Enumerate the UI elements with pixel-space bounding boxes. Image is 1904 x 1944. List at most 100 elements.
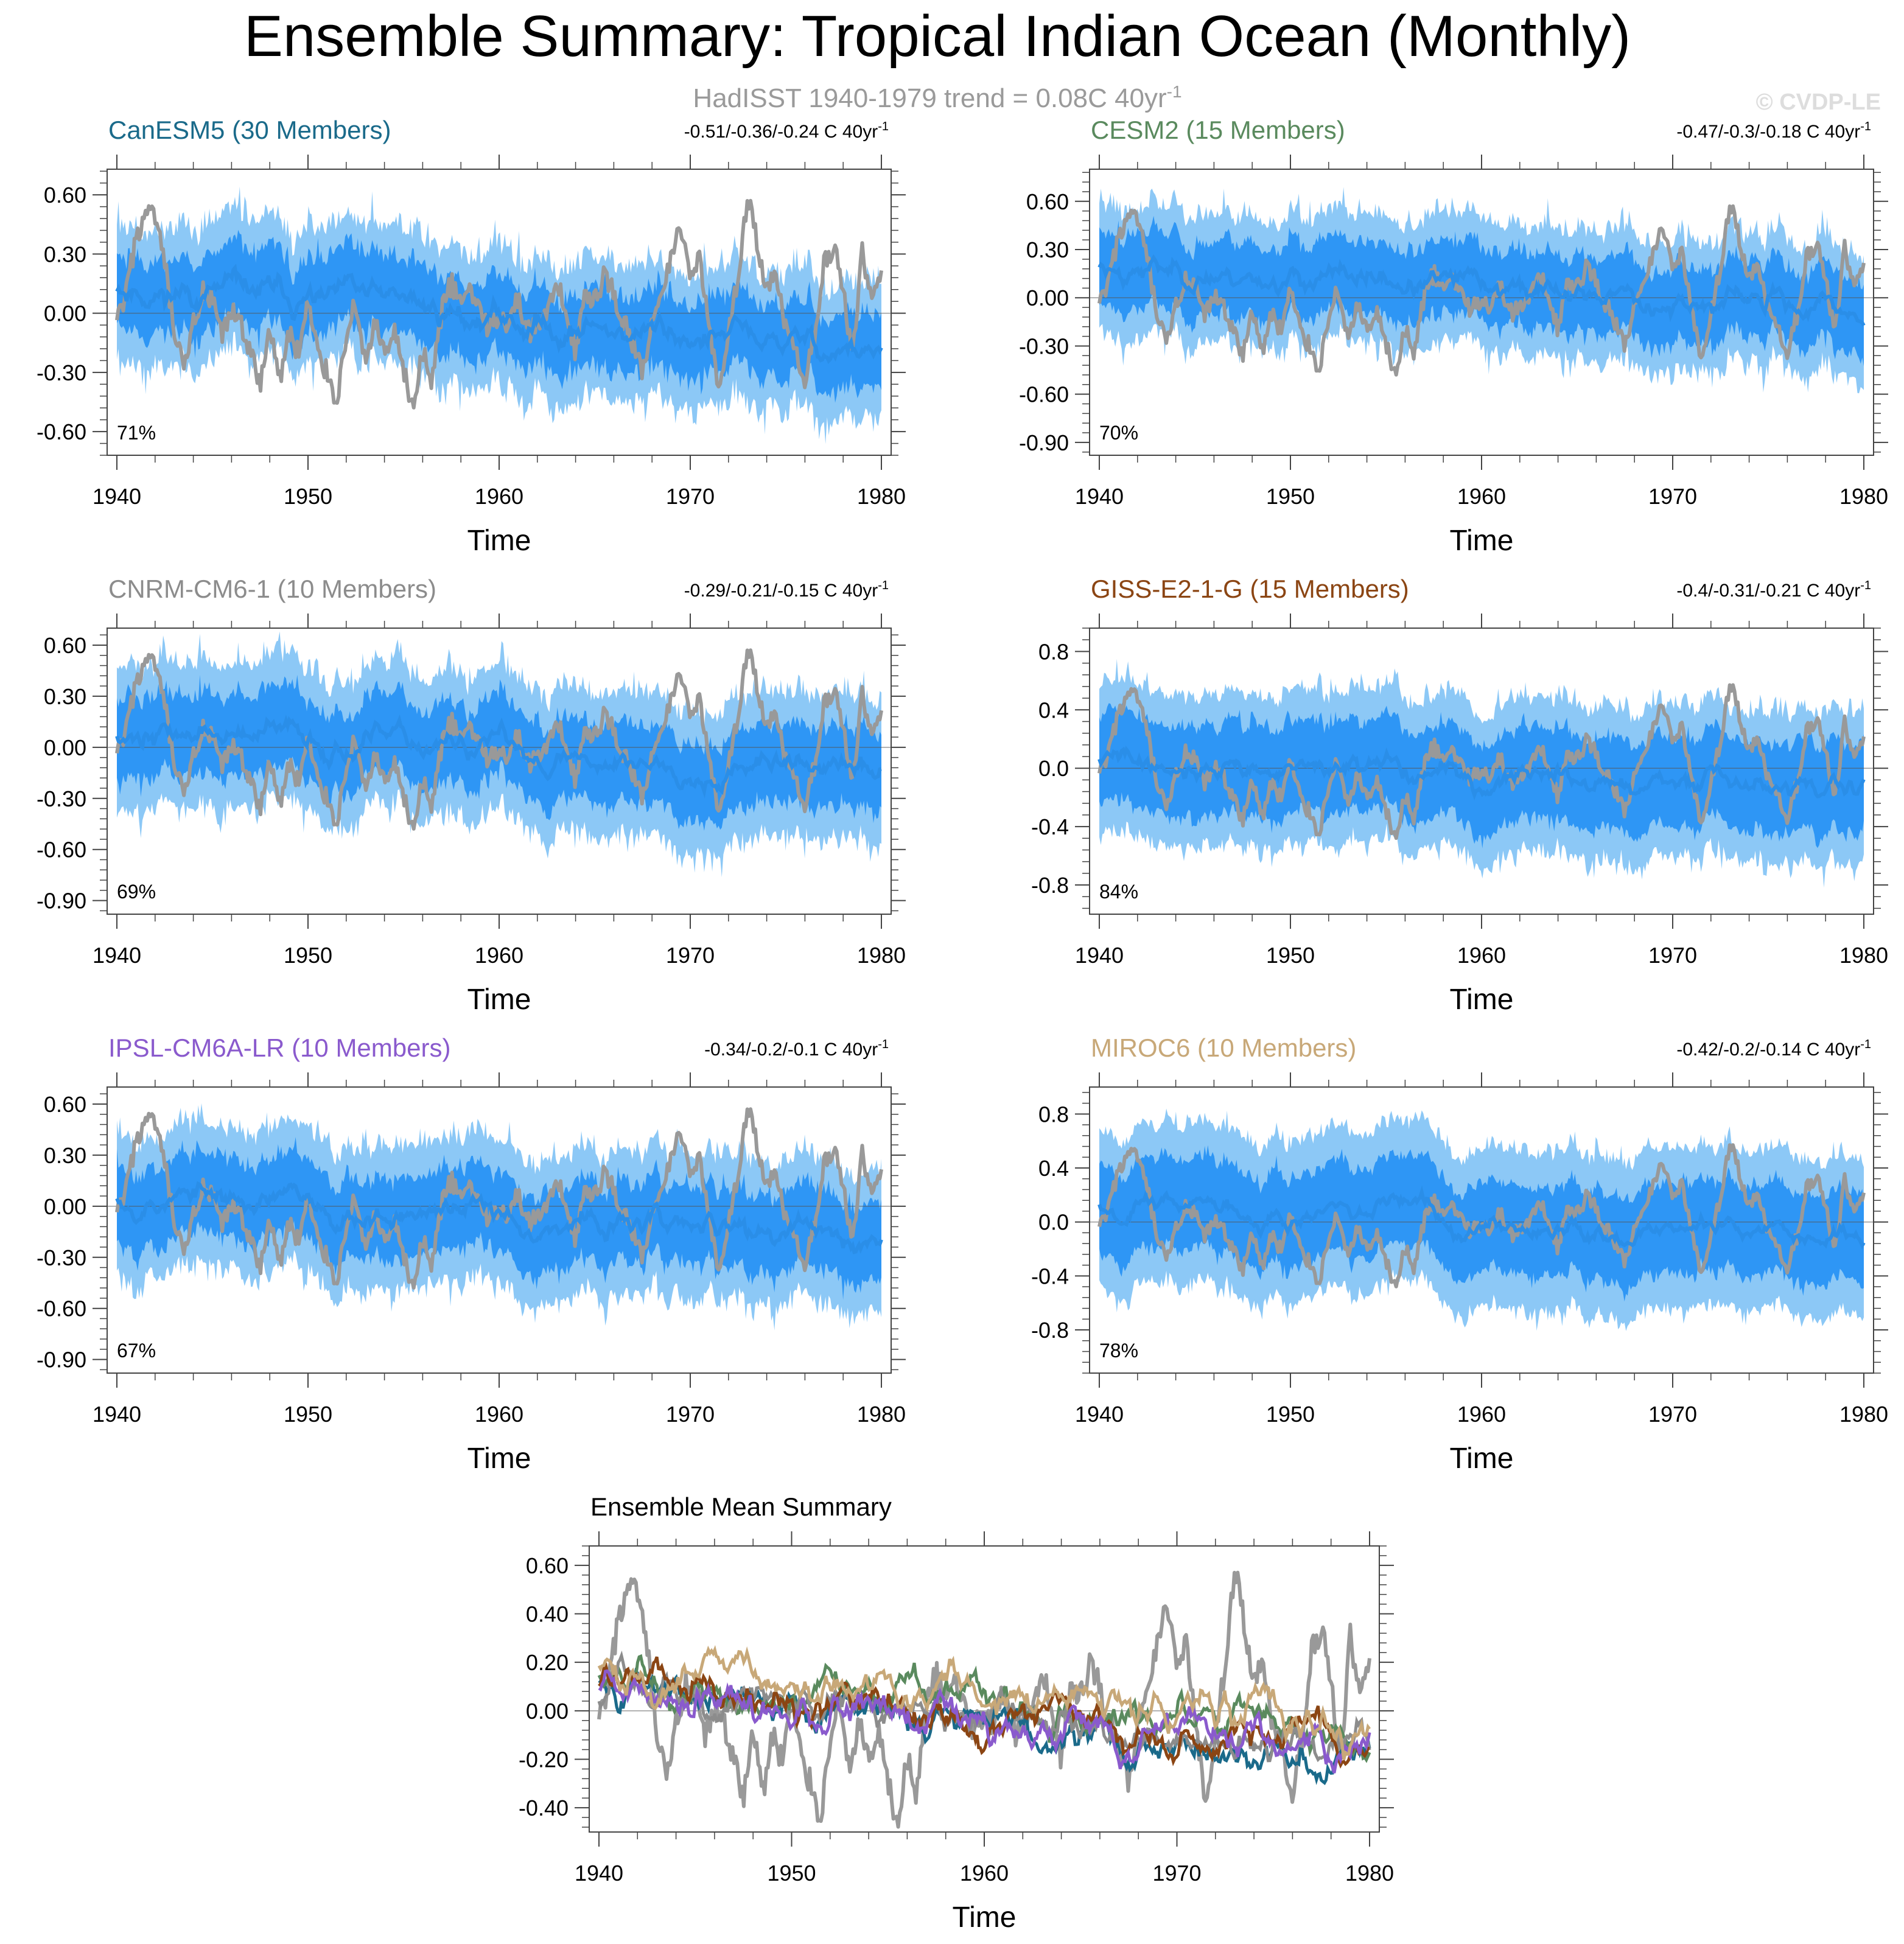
panel-ipsl: 0.60 0.30 0.00 -0.30 -0.60 -0.90 1940 1950 1960 1… xyxy=(37,1033,906,1475)
x-tick-label: 1980 xyxy=(1839,943,1888,968)
subtitle-text: HadISST 1940-1979 trend = 0.08C 40yr xyxy=(693,83,1166,113)
panel-title: MIROC6 (10 Members) xyxy=(1091,1033,1356,1062)
ensemble-inner-band xyxy=(1099,215,1864,366)
x-tick-label: 1950 xyxy=(284,1402,332,1427)
y-tick-label: 0.00 xyxy=(44,735,86,760)
y-tick-label: 0.60 xyxy=(1026,189,1069,214)
y-tick-label: -0.8 xyxy=(1031,1318,1069,1343)
ensemble-mean-line xyxy=(1097,254,1866,327)
panel-cnrm: 0.60 0.30 0.00 -0.30 -0.60 -0.90 1940 1950 1960 1… xyxy=(37,575,906,1016)
trend-exponent: -1 xyxy=(1860,120,1871,133)
x-tick-label: 1970 xyxy=(666,484,715,509)
x-tick-label: 1950 xyxy=(1266,1402,1315,1427)
percent-label: 69% xyxy=(117,881,156,903)
obs-line xyxy=(115,648,883,831)
plot-area xyxy=(1090,1108,1874,1331)
x-axis-label: Time xyxy=(1450,1442,1514,1475)
percent-label: 78% xyxy=(1099,1340,1138,1362)
obs-line xyxy=(1097,204,1866,377)
trend-label: -0.47/-0.3/-0.18 C 40yr-1 xyxy=(1676,120,1871,142)
y-tick-label: 0.30 xyxy=(44,1143,86,1168)
x-tick-label: 1980 xyxy=(1839,1402,1888,1427)
panel-giss: 0.8 0.4 0.0 -0.4 -0.8 1940 1950 1960 1970 1980 Tim… xyxy=(1031,575,1888,1016)
y-tick-label: -0.30 xyxy=(37,1245,86,1270)
y-tick-label: -0.8 xyxy=(1031,873,1069,898)
y-tick-label: -0.4 xyxy=(1031,1264,1069,1288)
y-tick-label: 0.20 xyxy=(526,1650,569,1675)
plot-area xyxy=(1090,187,1874,394)
x-tick-label: 1950 xyxy=(1266,484,1315,509)
figure-title: Ensemble Summary: Tropical Indian Ocean … xyxy=(244,4,1631,69)
y-tick-label: 0.60 xyxy=(44,1092,86,1117)
trend-exponent: -1 xyxy=(878,579,889,592)
y-tick-label: -0.30 xyxy=(37,360,86,385)
panel-canesm5: 0.60 0.30 0.00 -0.30 -0.60 1940 1950 1960 1970 19… xyxy=(37,116,906,557)
x-tick-label: 1940 xyxy=(1075,1402,1124,1427)
y-tick-label: 0.60 xyxy=(44,183,86,208)
obs-line xyxy=(1097,683,1866,840)
x-axis-label: Time xyxy=(1450,984,1514,1016)
trend-label: -0.51/-0.36/-0.24 C 40yr-1 xyxy=(684,120,889,142)
x-tick-label: 1970 xyxy=(666,1402,715,1427)
y-tick-label: 0.0 xyxy=(1038,1210,1069,1235)
y-tick-label: -0.90 xyxy=(1019,430,1069,455)
trend-label: -0.4/-0.31/-0.21 C 40yr-1 xyxy=(1676,579,1871,601)
y-tick-label: 0.30 xyxy=(1026,237,1069,262)
plot-area xyxy=(107,631,891,878)
trend-text: -0.29/-0.21/-0.15 C 40yr xyxy=(684,581,878,601)
percent-label: 71% xyxy=(117,422,156,444)
trend-label: -0.29/-0.21/-0.15 C 40yr-1 xyxy=(684,579,889,601)
x-tick-label: 1970 xyxy=(1648,1402,1697,1427)
panel-title: CanESM5 (30 Members) xyxy=(108,116,391,144)
x-tick-label: 1960 xyxy=(475,943,523,968)
y-tick-label: -0.40 xyxy=(519,1795,569,1820)
percent-label: 67% xyxy=(117,1340,156,1362)
ensemble-mean-line xyxy=(115,714,882,799)
x-tick-label: 1940 xyxy=(575,1861,623,1886)
y-tick-label: -0.30 xyxy=(1019,334,1069,358)
x-tick-label: 1950 xyxy=(284,943,332,968)
panel-title: Ensemble Mean Summary xyxy=(590,1492,892,1521)
trend-text: -0.47/-0.3/-0.18 C 40yr xyxy=(1676,122,1860,142)
plot-area xyxy=(589,1570,1379,1829)
x-axis-label: Time xyxy=(467,1442,531,1475)
percent-label: 70% xyxy=(1099,422,1138,444)
plot-area xyxy=(1090,659,1874,888)
y-tick-label: 0.30 xyxy=(44,684,86,709)
x-tick-label: 1980 xyxy=(857,484,906,509)
trend-exponent: -1 xyxy=(878,120,889,133)
y-tick-label: 0.0 xyxy=(1038,756,1069,781)
series-line-miroc6 xyxy=(597,1645,1371,1760)
y-tick-label: 0.30 xyxy=(44,242,86,267)
y-tick-label: -0.90 xyxy=(37,1348,86,1372)
y-tick-label: -0.4 xyxy=(1031,814,1069,839)
x-tick-label: 1960 xyxy=(475,484,523,509)
y-tick-label: 0.60 xyxy=(526,1553,569,1578)
trend-exponent: -1 xyxy=(1860,579,1871,592)
x-axis-label: Time xyxy=(1450,525,1514,557)
x-tick-label: 1970 xyxy=(1648,484,1697,509)
ensemble-inner-band xyxy=(117,1137,881,1300)
ensemble-mean-line xyxy=(115,264,883,364)
x-axis-label: Time xyxy=(467,525,531,557)
x-tick-label: 1970 xyxy=(666,943,715,968)
plot-area xyxy=(107,1103,891,1330)
y-tick-label: -0.20 xyxy=(519,1747,569,1772)
y-tick-label: 0.00 xyxy=(44,1194,86,1219)
y-tick-label: 0.00 xyxy=(1026,285,1069,310)
x-tick-label: 1970 xyxy=(1152,1861,1201,1886)
x-tick-label: 1960 xyxy=(1457,943,1506,968)
panel-title: GISS-E2-1-G (15 Members) xyxy=(1091,575,1409,603)
panel-summary: 0.60 0.40 0.20 0.00 -0.20 -0.40 1940 1950 1960 19… xyxy=(519,1492,1394,1934)
x-tick-label: 1970 xyxy=(1648,943,1697,968)
panel-title: CNRM-CM6-1 (10 Members) xyxy=(108,575,436,603)
x-tick-label: 1980 xyxy=(1345,1861,1394,1886)
y-tick-label: -0.30 xyxy=(37,786,86,811)
y-tick-label: 0.8 xyxy=(1038,639,1069,664)
watermark: © CVDP-LE xyxy=(1756,89,1881,115)
percent-label: 84% xyxy=(1099,881,1138,903)
x-tick-label: 1980 xyxy=(857,1402,906,1427)
y-tick-label: -0.90 xyxy=(37,889,86,914)
x-axis-label: Time xyxy=(953,1901,1017,1934)
